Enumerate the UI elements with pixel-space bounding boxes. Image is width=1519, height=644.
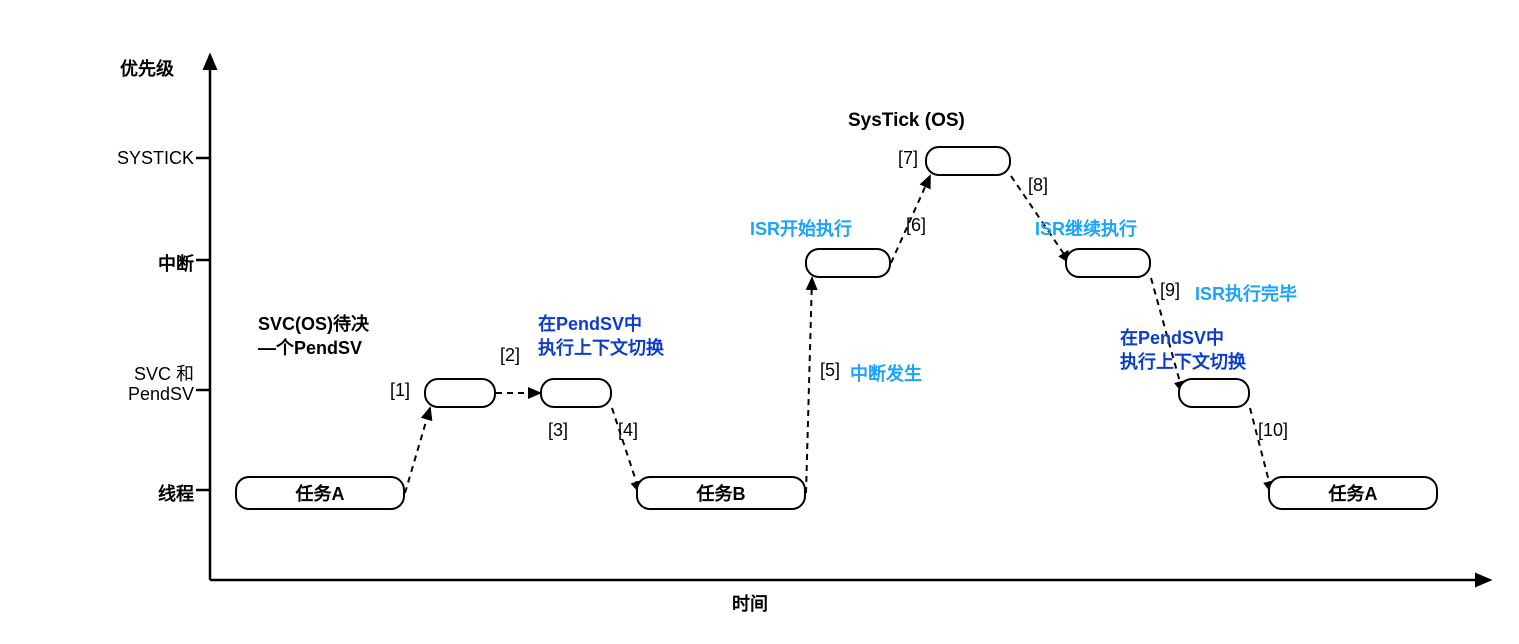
box-taskA1: 任务A — [235, 476, 405, 510]
x-axis-label: 时间 — [732, 590, 768, 616]
box-taskB: 任务B — [636, 476, 806, 510]
annotation-t_isrstart: ISR开始执行 — [750, 215, 852, 241]
diagram-svg — [0, 0, 1519, 644]
step-label-s9: [9] — [1160, 280, 1180, 301]
step-label-s8: [8] — [1028, 175, 1048, 196]
ytick-thread: 线程 — [158, 480, 194, 506]
step-label-s4: [4] — [618, 420, 638, 441]
step-label-s6: [6] — [906, 215, 926, 236]
box-label: 任务B — [697, 480, 746, 506]
ytick-svc-sub: PendSV — [128, 384, 194, 405]
ytick-int: 中断 — [158, 250, 194, 276]
ytick-systick: SYSTICK — [117, 148, 194, 169]
box-systick — [925, 146, 1011, 176]
box-taskA2: 任务A — [1268, 476, 1438, 510]
y-axis-label: 优先级 — [120, 55, 174, 81]
annotation-t_isrdone: ISR执行完毕 — [1195, 280, 1297, 306]
step-label-s3: [3] — [548, 420, 568, 441]
box-label: 任务A — [1329, 480, 1378, 506]
box-isr2 — [1065, 248, 1151, 278]
annotation-t_int: 中断发生 — [850, 360, 922, 386]
annotation-t_systick: SysTick (OS) — [848, 110, 965, 132]
box-pendsv2 — [1178, 378, 1250, 408]
step-label-s2: [2] — [500, 345, 520, 366]
ytick-svc: SVC 和 — [134, 360, 194, 386]
step-label-s1: [1] — [390, 380, 410, 401]
box-label: 任务A — [296, 480, 345, 506]
box-isr1 — [805, 248, 891, 278]
annotation-t_svc2: —个PendSV — [258, 334, 362, 360]
step-label-s5: [5] — [820, 360, 840, 381]
annotation-t_svc1: SVC(OS)待决 — [258, 310, 369, 336]
box-svc — [424, 378, 496, 408]
step-label-s10: [10] — [1258, 420, 1288, 441]
annotation-t_isrcont: ISR继续执行 — [1035, 215, 1137, 241]
annotation-t_pend2a: 在PendSV中 — [1120, 324, 1224, 350]
annotation-t_pend2b: 执行上下文切换 — [1120, 348, 1246, 374]
box-pendsv1 — [540, 378, 612, 408]
annotation-t_pend1a: 在PendSV中 — [538, 310, 642, 336]
annotation-t_pend1b: 执行上下文切换 — [538, 334, 664, 360]
step-label-s7: [7] — [898, 148, 918, 169]
